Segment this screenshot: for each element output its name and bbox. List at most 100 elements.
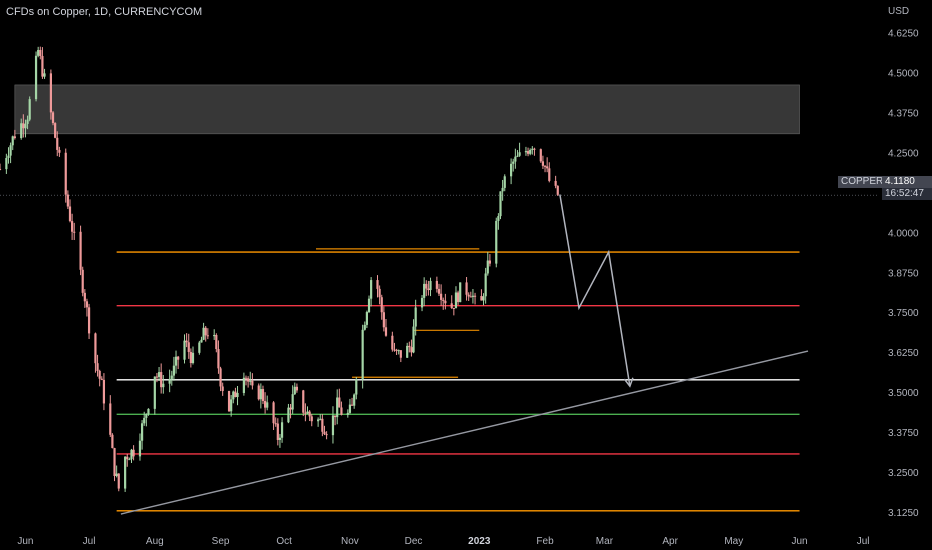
candle-up	[278, 437, 282, 440]
candle-up	[124, 456, 127, 489]
candle-up	[128, 459, 131, 461]
candle-up	[183, 340, 186, 360]
candle-up	[153, 376, 156, 409]
candle-up	[363, 324, 366, 330]
candle-down	[257, 385, 260, 400]
candle-up	[429, 280, 432, 291]
candle-down	[109, 403, 112, 435]
time-tick-label: Oct	[276, 536, 292, 547]
candle-up	[420, 297, 424, 308]
time-tick-label: Mar	[596, 536, 614, 547]
candle-up	[249, 380, 252, 382]
candle-down	[321, 418, 324, 432]
candle-down	[325, 434, 328, 436]
candle-down	[100, 378, 103, 380]
candle-down	[480, 295, 483, 301]
candle-down	[310, 416, 313, 422]
candle-down	[450, 303, 453, 309]
candle-up	[518, 152, 521, 156]
time-axis[interactable]: Jun Jul Aug Sep Oct Nov Dec 2023 Feb Mar Apr May Jun…	[17, 536, 869, 547]
time-tick-label: Jun	[791, 536, 807, 547]
candle-down	[234, 391, 237, 398]
candle-up	[242, 377, 245, 393]
candle-down	[465, 282, 468, 295]
candle-up	[266, 402, 269, 408]
resistance-zone	[14, 84, 800, 135]
candle-up	[145, 414, 148, 418]
candle-up	[353, 394, 356, 406]
candle-down	[85, 301, 89, 308]
candle-down	[13, 136, 16, 139]
candle-down	[302, 390, 305, 413]
candle-up	[140, 423, 144, 441]
candle-up	[115, 473, 118, 476]
candle-up	[11, 136, 14, 146]
candle-down	[111, 434, 114, 449]
candle-down	[539, 149, 542, 162]
candle-up	[482, 296, 485, 301]
candle-up	[306, 411, 309, 414]
candle-down	[308, 411, 311, 417]
candle-up	[293, 386, 296, 395]
time-tick-label: Feb	[536, 536, 554, 547]
candle-up	[516, 155, 519, 157]
time-tick-label: Jul	[83, 536, 96, 547]
candle-down	[261, 389, 265, 401]
candle-down	[87, 307, 91, 334]
candle-down	[263, 400, 267, 408]
candle-up	[499, 191, 502, 217]
candle-up	[510, 163, 513, 177]
candle-down	[187, 342, 190, 352]
candle-up	[24, 123, 27, 129]
candle-down	[543, 165, 547, 167]
candle-down	[526, 151, 530, 154]
time-tick-label: Jun	[17, 536, 33, 547]
candles-layer	[0, 46, 559, 492]
candle-up	[34, 55, 38, 100]
candle-up	[484, 273, 487, 297]
candle-up	[200, 339, 203, 343]
candle-down	[117, 473, 120, 489]
candle-down	[56, 137, 59, 150]
candle-down	[189, 351, 192, 364]
time-tick-label: Aug	[146, 536, 164, 547]
price-tick-label: 4.0000	[888, 228, 919, 239]
candle-down	[425, 283, 428, 289]
candle-down	[96, 363, 99, 371]
price-tick-label: 3.6250	[888, 348, 919, 359]
candle-up	[397, 350, 400, 352]
candle-up	[486, 260, 489, 274]
candle-down	[68, 206, 72, 222]
candle-down	[79, 231, 82, 270]
candle-up	[365, 312, 368, 325]
candle-up	[423, 283, 426, 298]
candle-down	[469, 296, 472, 298]
candle-down	[452, 308, 455, 310]
candle-up	[259, 389, 262, 400]
candle-down	[378, 288, 381, 298]
candle-up	[147, 408, 150, 415]
price-tick-label: 4.5000	[888, 69, 919, 80]
candle-up	[202, 327, 205, 340]
candle-down	[541, 161, 545, 166]
candle-down	[384, 327, 388, 336]
candle-down	[533, 148, 536, 150]
candle-down	[49, 73, 52, 113]
candle-down	[304, 412, 307, 414]
candle-up	[414, 307, 417, 327]
candle-down	[473, 295, 477, 297]
candle-down	[0, 168, 2, 170]
candle-down	[126, 456, 129, 460]
candle-up	[367, 298, 371, 313]
candle-down	[41, 55, 44, 77]
candle-up	[198, 342, 201, 353]
price-axis[interactable]: 3.1250 3.2500 3.3750 3.5000 3.6250 3.7500 3.87…	[888, 29, 919, 519]
candle-up	[280, 422, 284, 438]
candle-down	[221, 386, 224, 392]
candle-up	[213, 334, 216, 337]
candle-down	[395, 349, 398, 351]
projection-arrowhead	[623, 377, 634, 388]
candle-down	[64, 152, 67, 195]
candle-down	[467, 294, 470, 297]
